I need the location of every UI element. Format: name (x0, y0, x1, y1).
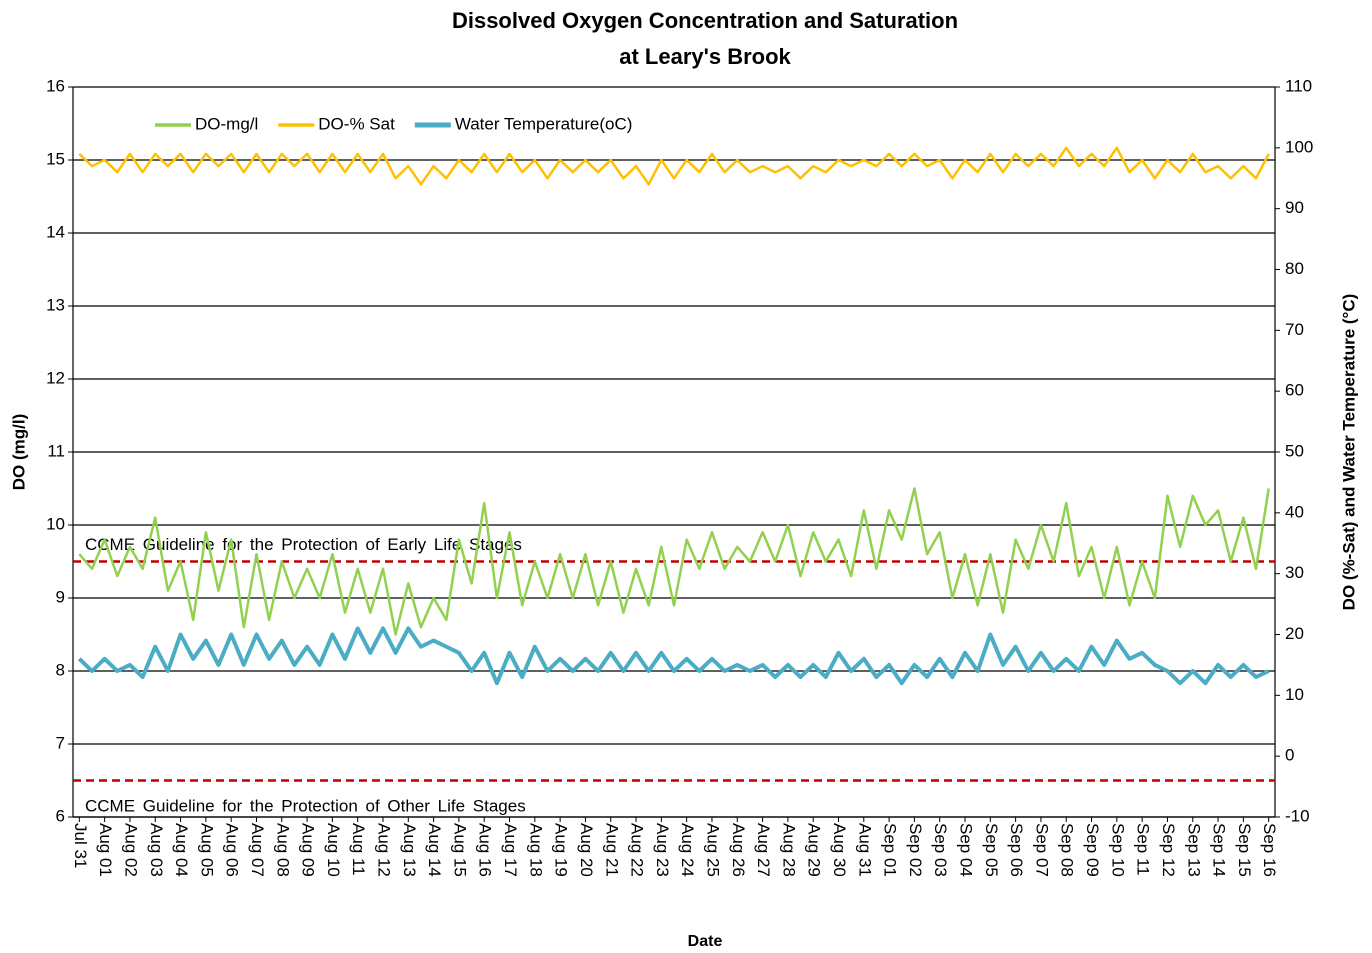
reference-label: CCME Guideline for the Protection of Oth… (85, 796, 526, 815)
legend-label: DO-% Sat (318, 114, 395, 133)
x-tick-label: Sep 08 (1058, 823, 1077, 877)
x-tick-label: Aug 09 (299, 823, 318, 877)
x-tick-label: Aug 04 (172, 823, 191, 877)
x-tick-label: Aug 01 (96, 823, 115, 877)
x-tick-label: Aug 12 (375, 823, 394, 877)
x-tick-label: Aug 29 (805, 823, 824, 877)
x-tick-label: Sep 11 (1134, 823, 1153, 876)
y-tick-label: 16 (46, 76, 65, 95)
x-tick-label: Aug 19 (552, 823, 571, 877)
y2-tick-label: 110 (1285, 76, 1312, 95)
y2-tick-label: 40 (1285, 502, 1304, 521)
x-tick-label: Sep 02 (906, 823, 925, 877)
y-tick-label: 15 (46, 149, 65, 168)
chart-title: Dissolved Oxygen Concentration and Satur… (452, 8, 958, 33)
x-tick-label: Sep 06 (1007, 823, 1026, 877)
reference-label: CCME Guideline for the Protection of Ear… (85, 535, 522, 554)
x-tick-label: Aug 16 (476, 823, 495, 877)
y2-tick-label: 0 (1285, 746, 1294, 765)
series-line (78, 487, 1270, 636)
legend-label: DO-mg/l (195, 114, 258, 133)
x-tick-label: Aug 15 (450, 823, 469, 877)
x-tick-label: Aug 24 (678, 823, 697, 877)
x-tick-label: Jul 31 (71, 823, 90, 868)
x-tick-label: Aug 08 (273, 823, 292, 877)
y-tick-label: 13 (46, 295, 65, 314)
x-tick-label: Aug 22 (628, 823, 647, 877)
y2-tick-label: -10 (1285, 806, 1310, 825)
y2-tick-label: 20 (1285, 624, 1304, 643)
x-tick-label: Aug 11 (349, 823, 368, 876)
x-axis-title: Date (688, 933, 723, 950)
x-tick-label: Aug 02 (121, 823, 140, 877)
y-tick-label: 11 (47, 441, 65, 460)
x-tick-label: Aug 17 (501, 823, 520, 877)
x-tick-label: Sep 05 (982, 823, 1001, 877)
x-tick-label: Aug 27 (754, 823, 773, 877)
x-tick-label: Aug 21 (602, 823, 621, 877)
x-tick-label: Aug 10 (324, 823, 343, 877)
series-line (77, 626, 1270, 686)
y2-tick-label: 100 (1285, 137, 1313, 156)
x-tick-label: Sep 14 (1210, 823, 1229, 877)
x-tick-label: Aug 30 (830, 823, 849, 877)
chart-subtitle: at Leary's Brook (619, 44, 791, 69)
x-tick-label: Sep 01 (881, 823, 900, 877)
y2-tick-label: 70 (1285, 320, 1304, 339)
y2-axis-title: DO (%-Sat) and Water Temperature (°C) (1339, 294, 1358, 611)
x-tick-label: Aug 28 (779, 823, 798, 877)
x-tick-label: Sep 16 (1260, 823, 1279, 877)
y-tick-label: 14 (46, 222, 65, 241)
x-tick-label: Aug 07 (248, 823, 267, 877)
x-tick-label: Aug 14 (425, 823, 444, 877)
x-tick-label: Aug 13 (400, 823, 419, 877)
x-tick-label: Sep 12 (1159, 823, 1178, 877)
series-line (78, 146, 1270, 186)
y-tick-label: 7 (56, 733, 65, 752)
y-tick-label: 6 (56, 806, 65, 825)
x-tick-label: Aug 18 (526, 823, 545, 877)
y-tick-label: 10 (46, 514, 65, 533)
y2-tick-label: 60 (1285, 381, 1304, 400)
y2-tick-label: 50 (1285, 441, 1304, 460)
x-tick-label: Aug 25 (703, 823, 722, 877)
x-tick-label: Aug 20 (577, 823, 596, 877)
y2-tick-label: 10 (1285, 685, 1304, 704)
y-tick-label: 12 (46, 368, 65, 387)
x-tick-label: Sep 13 (1184, 823, 1203, 877)
y2-tick-label: 30 (1285, 563, 1304, 582)
x-tick-label: Aug 06 (223, 823, 242, 877)
x-tick-label: Aug 23 (653, 823, 672, 877)
x-tick-label: Sep 09 (1083, 823, 1102, 877)
x-tick-label: Sep 03 (931, 823, 950, 877)
x-tick-label: Sep 07 (1032, 823, 1051, 877)
x-tick-label: Sep 10 (1108, 823, 1127, 877)
y2-tick-label: 90 (1285, 198, 1304, 217)
legend-label: Water Temperature(oC) (455, 114, 633, 133)
x-tick-label: Aug 26 (729, 823, 748, 877)
x-tick-label: Aug 05 (197, 823, 216, 877)
x-tick-label: Aug 03 (147, 823, 166, 877)
y-tick-label: 8 (56, 660, 65, 679)
x-tick-label: Sep 15 (1235, 823, 1254, 877)
y-axis-title: DO (mg/l) (9, 414, 28, 491)
y2-tick-label: 80 (1285, 259, 1304, 278)
y-tick-label: 9 (56, 587, 65, 606)
x-tick-label: Aug 31 (855, 823, 874, 877)
x-tick-label: Sep 04 (957, 823, 976, 877)
